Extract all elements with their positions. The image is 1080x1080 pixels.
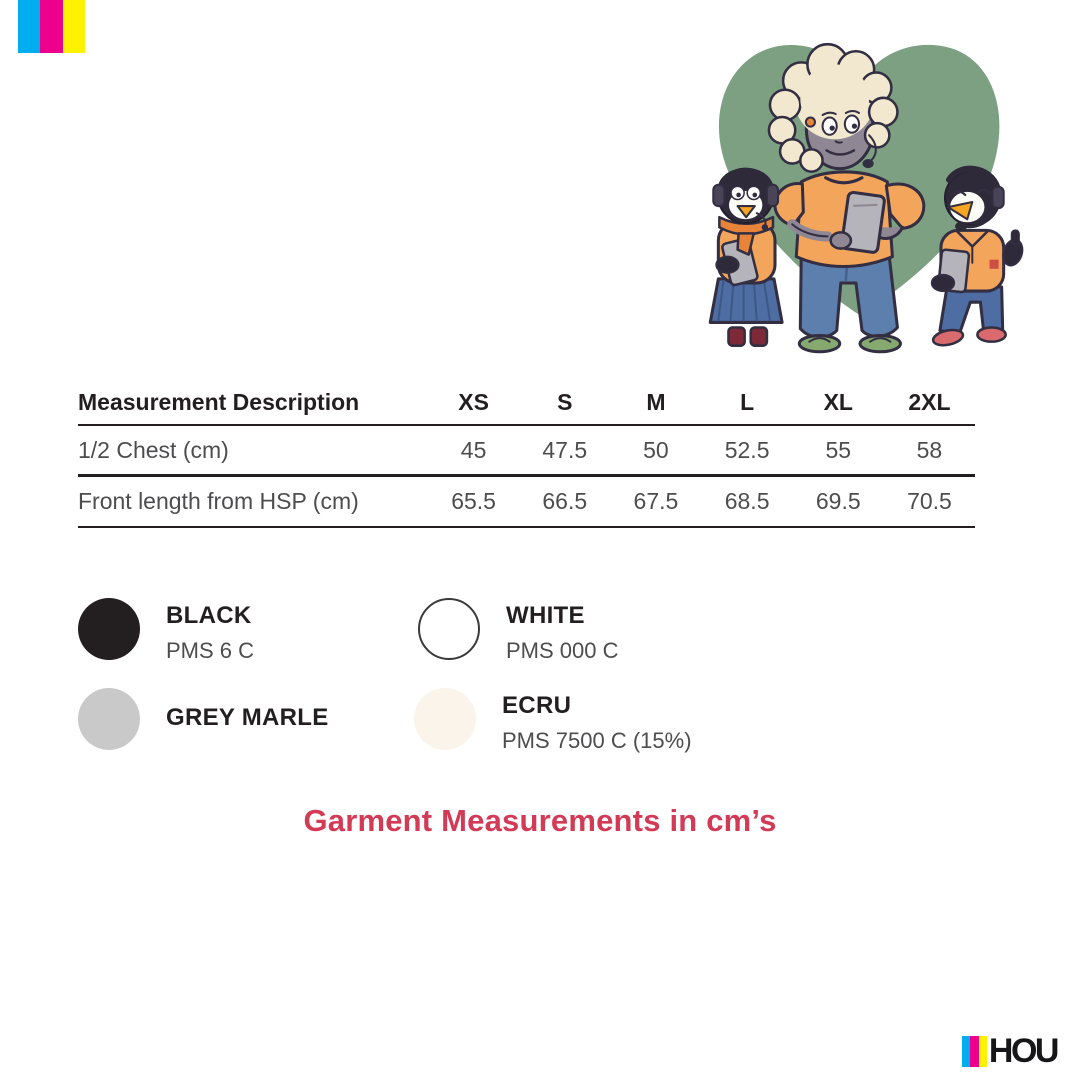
measurement-value: 52.5 <box>724 436 770 463</box>
hou-logo-cmyk-bars <box>962 1036 987 1067</box>
size-chart-header-row: Measurement Description XS S M L XL 2XL <box>78 380 975 426</box>
measurement-value: 67.5 <box>633 488 679 514</box>
cmyk-bars-logo <box>18 0 85 53</box>
swatch-black: BLACK PMS 6 C <box>78 598 254 664</box>
size-column-header-xl: XL <box>823 388 853 415</box>
row-label: Front length from HSP (cm) <box>78 488 359 514</box>
measurement-value: 50 <box>643 436 669 463</box>
table-row-front-length: Front length from HSP (cm) 65.5 66.5 67.… <box>78 477 975 528</box>
swatch-name: GREY MARLE <box>166 704 329 731</box>
left-penguin-character <box>708 167 784 347</box>
mascots-illustration-svg <box>708 42 1024 354</box>
swatch-white: WHITE PMS 000 C <box>418 598 619 664</box>
right-penguin-character <box>930 165 1024 347</box>
swatch-pms-code: PMS 6 C <box>166 638 255 663</box>
swatch-name: WHITE <box>506 602 585 629</box>
swatch-grey-marle: GREY MARLE <box>78 688 329 750</box>
measurement-value: 68.5 <box>724 488 770 514</box>
magenta-bar <box>40 0 63 53</box>
mascots-illustration <box>688 28 1032 372</box>
measurement-value: 69.5 <box>815 488 861 514</box>
grey-marle-swatch-circle <box>78 688 140 750</box>
magenta-bar <box>970 1036 979 1067</box>
hou-logo-text: HOU <box>988 1032 1060 1070</box>
measurement-value: 55 <box>825 436 852 463</box>
swatch-pms-code: PMS 000 C <box>506 638 619 663</box>
page-title: Garment Measurements in cm’s <box>303 803 777 838</box>
table-row-half-chest: 1/2 Chest (cm) 45 47.5 50 52.5 55 58 <box>78 426 975 477</box>
size-column-header-m: M <box>646 388 666 415</box>
measurement-description-header: Measurement Description <box>78 388 360 415</box>
measurement-value: 65.5 <box>451 488 496 514</box>
measurement-value: 66.5 <box>542 488 588 514</box>
swatch-name: BLACK <box>166 602 252 629</box>
measurement-value: 47.5 <box>542 436 588 463</box>
swatch-pms-code: PMS 7500 C (15%) <box>502 728 692 753</box>
white-swatch-circle <box>418 598 480 660</box>
yellow-bar <box>978 1036 987 1067</box>
size-column-header-s: S <box>557 388 573 415</box>
measurement-value: 45 <box>460 436 487 463</box>
hou-logo: HOU <box>962 1032 1060 1070</box>
size-column-header-2xl: 2XL <box>908 388 951 415</box>
size-chart-table: Measurement Description XS S M L XL 2XL … <box>78 380 975 528</box>
cyan-bar <box>962 1036 971 1067</box>
row-label: 1/2 Chest (cm) <box>78 436 229 463</box>
sheep-character <box>767 42 926 354</box>
size-column-header-l: L <box>740 388 755 415</box>
size-column-header-xs: XS <box>458 388 489 415</box>
measurement-value: 70.5 <box>907 488 952 514</box>
yellow-bar <box>62 0 85 53</box>
cyan-bar <box>18 0 41 53</box>
swatch-name: ECRU <box>502 692 572 719</box>
swatch-ecru: ECRU PMS 7500 C (15%) <box>414 688 692 754</box>
measurement-value: 58 <box>916 436 943 463</box>
black-swatch-circle <box>78 598 140 660</box>
ecru-swatch-circle <box>414 688 476 750</box>
